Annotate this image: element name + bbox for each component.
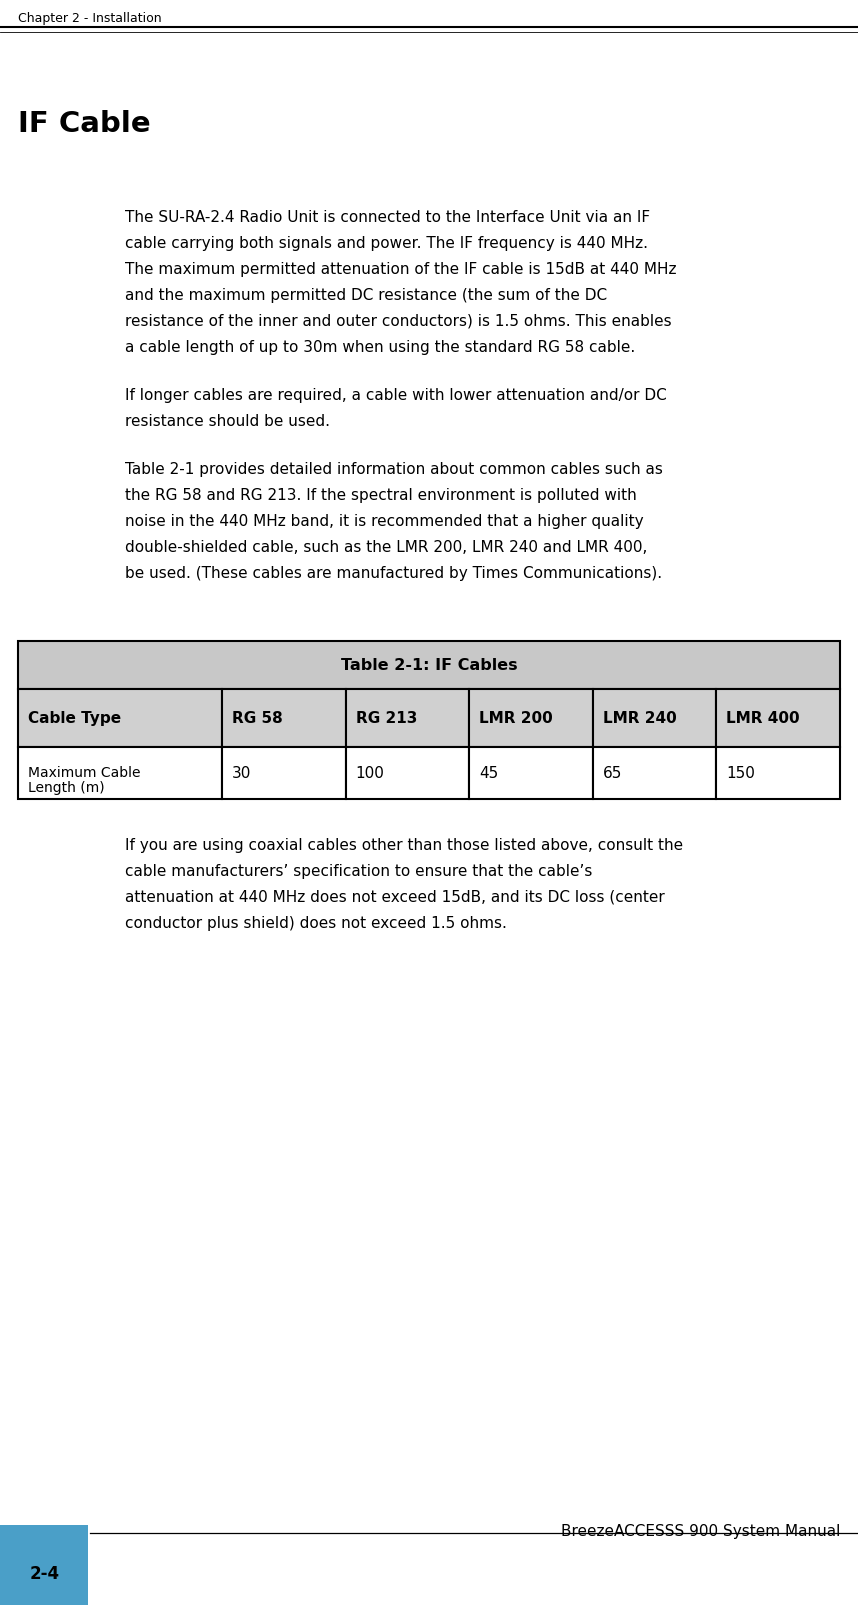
Text: Table 2-1: IF Cables: Table 2-1: IF Cables xyxy=(341,658,517,672)
Text: double-shielded cable, such as the LMR 200, LMR 240 and LMR 400,: double-shielded cable, such as the LMR 2… xyxy=(125,539,648,555)
Text: Maximum Cable: Maximum Cable xyxy=(28,766,141,780)
Bar xyxy=(593,690,716,748)
Bar xyxy=(222,690,346,748)
Text: LMR 200: LMR 200 xyxy=(479,711,553,725)
Text: If longer cables are required, a cable with lower attenuation and/or DC: If longer cables are required, a cable w… xyxy=(125,388,667,403)
Text: conductor plus shield) does not exceed 1.5 ohms.: conductor plus shield) does not exceed 1… xyxy=(125,915,507,931)
Text: If you are using coaxial cables other than those listed above, consult the: If you are using coaxial cables other th… xyxy=(125,838,683,852)
Text: the RG 58 and RG 213. If the spectral environment is polluted with: the RG 58 and RG 213. If the spectral en… xyxy=(125,488,637,502)
Bar xyxy=(469,690,593,748)
Bar xyxy=(18,748,222,799)
Text: and the maximum permitted DC resistance (the sum of the DC: and the maximum permitted DC resistance … xyxy=(125,287,607,303)
Text: resistance should be used.: resistance should be used. xyxy=(125,414,330,429)
Text: Table 2-1 provides detailed information about common cables such as: Table 2-1 provides detailed information … xyxy=(125,462,663,477)
Text: 2-4: 2-4 xyxy=(30,1563,60,1583)
Text: RG 213: RG 213 xyxy=(355,711,417,725)
Text: BreezeACCESSS 900 System Manual: BreezeACCESSS 900 System Manual xyxy=(560,1523,840,1538)
Text: 100: 100 xyxy=(355,766,384,782)
Text: 65: 65 xyxy=(603,766,622,782)
Bar xyxy=(469,748,593,799)
Bar xyxy=(18,690,222,748)
Text: noise in the 440 MHz band, it is recommended that a higher quality: noise in the 440 MHz band, it is recomme… xyxy=(125,514,644,528)
Text: RG 58: RG 58 xyxy=(232,711,282,725)
Text: a cable length of up to 30m when using the standard RG 58 cable.: a cable length of up to 30m when using t… xyxy=(125,340,635,355)
Text: The SU-RA-2.4 Radio Unit is connected to the Interface Unit via an IF: The SU-RA-2.4 Radio Unit is connected to… xyxy=(125,210,650,225)
Bar xyxy=(222,748,346,799)
Bar xyxy=(716,748,840,799)
Text: 150: 150 xyxy=(727,766,755,782)
Text: cable manufacturers’ specification to ensure that the cable’s: cable manufacturers’ specification to en… xyxy=(125,863,592,878)
Text: Length (m): Length (m) xyxy=(28,780,105,794)
Text: attenuation at 440 MHz does not exceed 15dB, and its DC loss (center: attenuation at 440 MHz does not exceed 1… xyxy=(125,889,665,905)
Text: 45: 45 xyxy=(479,766,498,782)
Bar xyxy=(346,690,469,748)
Bar xyxy=(18,642,840,690)
Text: be used. (These cables are manufactured by Times Communications).: be used. (These cables are manufactured … xyxy=(125,565,662,581)
Text: LMR 400: LMR 400 xyxy=(727,711,800,725)
Bar xyxy=(0,1525,88,1605)
Text: resistance of the inner and outer conductors) is 1.5 ohms. This enables: resistance of the inner and outer conduc… xyxy=(125,315,672,329)
Text: Cable Type: Cable Type xyxy=(28,711,121,725)
Bar xyxy=(593,748,716,799)
Text: Chapter 2 - Installation: Chapter 2 - Installation xyxy=(18,11,161,26)
Text: IF Cable: IF Cable xyxy=(18,109,151,138)
Bar xyxy=(346,748,469,799)
Text: The maximum permitted attenuation of the IF cable is 15dB at 440 MHz: The maximum permitted attenuation of the… xyxy=(125,262,676,276)
Text: LMR 240: LMR 240 xyxy=(603,711,676,725)
Text: 30: 30 xyxy=(232,766,251,782)
Bar xyxy=(716,690,840,748)
Text: cable carrying both signals and power. The IF frequency is 440 MHz.: cable carrying both signals and power. T… xyxy=(125,236,648,250)
